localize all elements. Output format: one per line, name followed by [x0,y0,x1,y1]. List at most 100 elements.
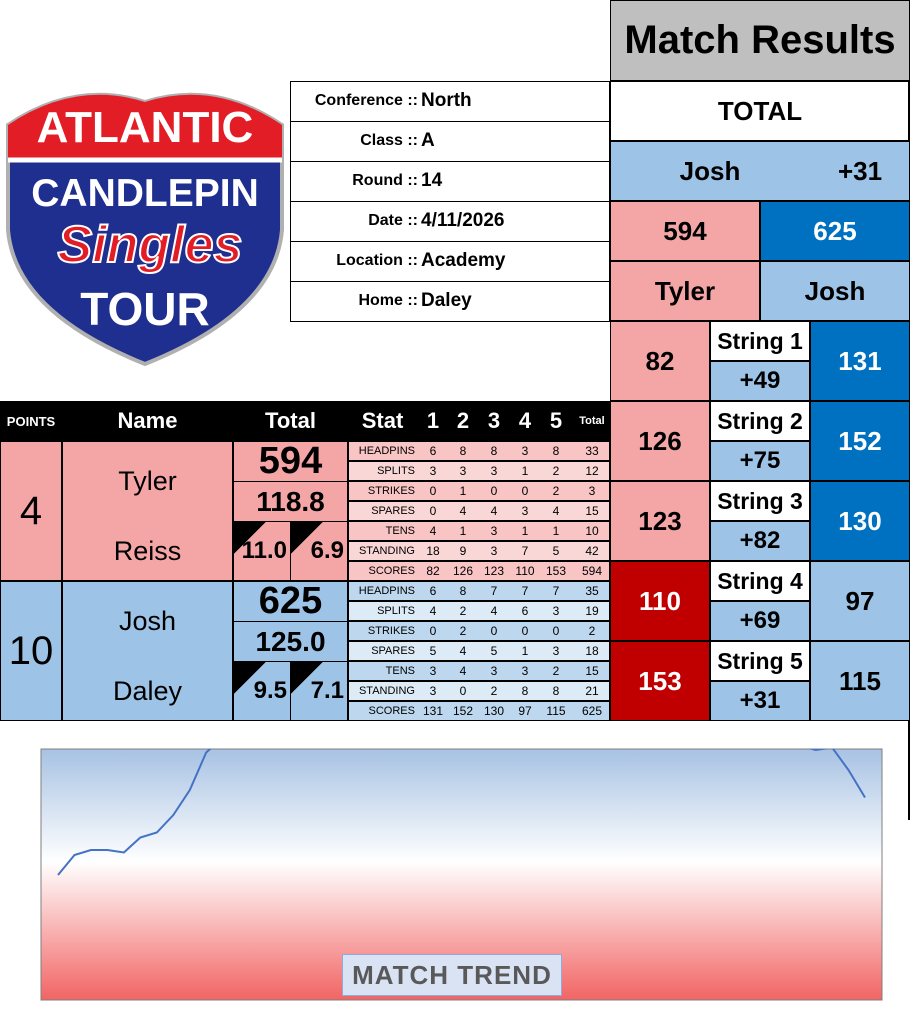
stat-value: 0 [490,624,498,638]
stat-value: 6 [429,444,437,458]
stat-value: 4 [429,524,437,538]
stat-value: 2 [459,604,467,618]
stat-label: SPARES [371,505,415,517]
string-right: 131 [810,321,910,401]
info-value: Academy [421,250,506,271]
stat-label: HEADPINS [358,445,415,457]
stat-value: 2 [490,684,498,698]
stat-row [348,461,610,481]
stat-row [348,581,610,601]
stat-value: 9 [459,544,467,558]
string-right: 152 [810,401,910,481]
points: 4 [0,441,62,581]
stat-value: 3 [429,464,437,478]
stat-row [348,681,610,701]
info-value: 14 [421,170,443,191]
team-total: 594 [233,440,348,482]
stat-value: 5 [490,644,498,658]
stat-value: 0 [429,624,437,638]
stat-value: 4 [459,644,467,658]
stat-value: 42 [585,544,599,558]
stat-value: 4 [459,504,467,518]
stat-row [348,661,610,681]
first-name: Josh [118,605,177,636]
stat-value: 0 [490,484,498,498]
stat-value: 594 [581,564,603,578]
info-value: Daley [421,290,472,311]
stat-label: SPARES [371,645,415,657]
string-label: String 4 [710,561,810,601]
stat-label: STANDING [358,545,415,557]
stat-label: SPLITS [377,605,415,617]
string-left: 82 [610,321,710,401]
stat-value: 5 [429,644,437,658]
team-average: 118.8 [233,481,348,522]
string-left: 126 [610,401,710,481]
stat-value: 8 [459,584,467,598]
stat-value: 2 [552,484,560,498]
stat-label: STRIKES [367,485,415,497]
results-title: Match Results [610,0,910,81]
stat-value: 3 [490,464,498,478]
string-left: 153 [610,641,710,721]
info-value: 4/11/2026 [421,210,505,231]
split-a: 11.0 [233,521,291,581]
string-right: 130 [810,481,910,561]
stat-value: 625 [581,704,603,718]
stat-value: 3 [552,604,560,618]
stat-value: 8 [490,444,498,458]
split-b: 7.1 [290,661,348,721]
stat-value: 1 [459,484,467,498]
stat-value: 3 [490,524,498,538]
stat-value: 2 [459,624,467,638]
stat-label: STRIKES [367,625,415,637]
header: Name [117,408,178,433]
stat-value: 21 [585,684,599,698]
stat-value: 1 [521,644,529,658]
info-label: Date :: [368,212,418,229]
header: Total [265,408,316,433]
left-player: Tyler [610,261,760,321]
logo-line: Singles [58,216,243,274]
stat-value: 153 [545,564,567,578]
stat-value: 4 [490,604,498,618]
stat-value: 18 [426,544,440,558]
stat-value: 1 [552,524,560,538]
stat-value: 3 [521,664,529,678]
last-name: Reiss [113,535,182,566]
string-right: 97 [810,561,910,641]
stat-value: 3 [490,544,498,558]
stat-value: 4 [552,504,560,518]
stat-value: 130 [483,704,505,718]
stat-value: 0 [521,624,529,638]
total-label: TOTAL [610,81,910,141]
stat-row [348,701,610,721]
header: POINTS [6,413,56,429]
stat-value: 97 [518,704,532,718]
stat-value: 3 [459,464,467,478]
leader-margin: +31 [837,155,883,186]
string-lead: +69 [710,601,810,641]
stat-value: 123 [483,564,505,578]
points: 10 [0,581,62,721]
row-line [290,161,610,162]
stat-value: 82 [426,564,440,578]
string-label: String 2 [710,401,810,441]
string-label: String 5 [710,641,810,681]
header: 1 [426,408,440,433]
stat-value: 1 [521,524,529,538]
info-label: Class :: [360,132,418,149]
stat-value: 152 [452,704,474,718]
stat-value: 1 [459,524,467,538]
row-line [290,281,610,282]
stat-value: 7 [521,544,529,558]
stat-value: 115 [546,704,566,718]
trend-title: MATCH TREND [342,954,562,996]
header-bar [0,401,610,441]
string-label: String 3 [710,481,810,521]
stat-value: 0 [521,484,529,498]
stat-value: 2 [588,624,596,638]
row-line [290,241,610,242]
stat-value: 3 [429,664,437,678]
stat-value: 131 [422,704,444,718]
